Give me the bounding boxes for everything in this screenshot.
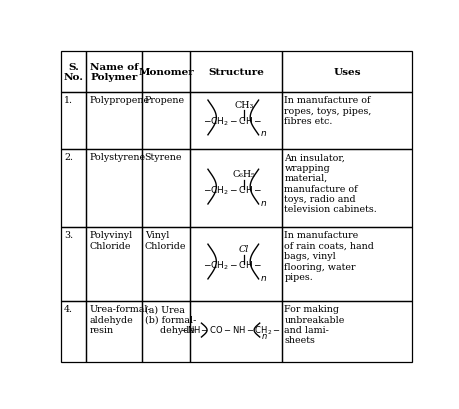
Text: Structure: Structure — [207, 68, 263, 77]
Bar — [281, 227, 411, 301]
Text: $\mathit{n}$: $\mathit{n}$ — [261, 331, 268, 340]
Bar — [281, 150, 411, 227]
Text: C₆H₅: C₆H₅ — [232, 169, 255, 178]
Text: $\mathregular{-CH_2-CH-}$: $\mathregular{-CH_2-CH-}$ — [203, 259, 262, 271]
Text: Urea-formal-
aldehyde
resin: Urea-formal- aldehyde resin — [89, 304, 151, 334]
Bar — [190, 301, 281, 362]
Bar — [86, 93, 141, 150]
Bar — [141, 52, 190, 93]
Bar — [141, 150, 190, 227]
Bar — [190, 93, 281, 150]
Text: An insulator,
wrapping
material,
manufacture of
toys, radio and
television cabin: An insulator, wrapping material, manufac… — [284, 153, 376, 214]
Text: $\mathregular{-NH-CO-NH-CH_2-}$: $\mathregular{-NH-CO-NH-CH_2-}$ — [180, 324, 280, 337]
Text: Styrene: Styrene — [145, 153, 182, 162]
Text: In manufacture of
ropes, toys, pipes,
fibres etc.: In manufacture of ropes, toys, pipes, fi… — [284, 96, 371, 126]
Text: $\mathregular{-CH_2-CH-}$: $\mathregular{-CH_2-CH-}$ — [203, 184, 262, 197]
Text: CH₃: CH₃ — [234, 100, 253, 109]
Text: 3.: 3. — [64, 231, 73, 240]
Text: Polypropene: Polypropene — [89, 96, 149, 105]
Text: $\mathregular{-CH_2-CH-}$: $\mathregular{-CH_2-CH-}$ — [203, 115, 262, 128]
Text: Monomer: Monomer — [138, 68, 194, 77]
Text: Cl: Cl — [239, 244, 249, 253]
Bar — [61, 301, 86, 362]
Text: 4.: 4. — [64, 304, 73, 313]
Text: Vinyl
Chloride: Vinyl Chloride — [145, 231, 186, 250]
Text: $\mathit{n}$: $\mathit{n}$ — [260, 129, 267, 138]
Bar — [141, 301, 190, 362]
Text: Polystyrene: Polystyrene — [89, 153, 145, 162]
Bar — [141, 93, 190, 150]
Text: $\mathit{n}$: $\mathit{n}$ — [260, 273, 267, 282]
Bar — [281, 301, 411, 362]
Bar — [190, 227, 281, 301]
Bar — [61, 52, 86, 93]
Bar — [190, 52, 281, 93]
Bar — [86, 150, 141, 227]
Text: 2.: 2. — [64, 153, 73, 162]
Bar — [61, 150, 86, 227]
Text: (a) Urea
(b) formal-
     dehyde: (a) Urea (b) formal- dehyde — [145, 304, 196, 334]
Text: Propene: Propene — [145, 96, 185, 105]
Text: Polyvinyl
Chloride: Polyvinyl Chloride — [89, 231, 132, 250]
Bar — [86, 227, 141, 301]
Bar — [141, 227, 190, 301]
Bar — [86, 52, 141, 93]
Text: In manufacture
of rain coats, hand
bags, vinyl
flooring, water
pipes.: In manufacture of rain coats, hand bags,… — [284, 231, 374, 281]
Text: Name of
Polymer: Name of Polymer — [90, 63, 138, 82]
Text: 1.: 1. — [64, 96, 73, 105]
Text: $\mathit{n}$: $\mathit{n}$ — [260, 198, 267, 207]
Bar — [61, 227, 86, 301]
Bar — [190, 150, 281, 227]
Text: For making
unbreakable
and lami-
sheets: For making unbreakable and lami- sheets — [284, 304, 344, 344]
Text: Uses: Uses — [332, 68, 360, 77]
Bar — [281, 93, 411, 150]
Text: S.
No.: S. No. — [63, 63, 84, 82]
Bar — [281, 52, 411, 93]
Bar — [61, 93, 86, 150]
Bar — [86, 301, 141, 362]
